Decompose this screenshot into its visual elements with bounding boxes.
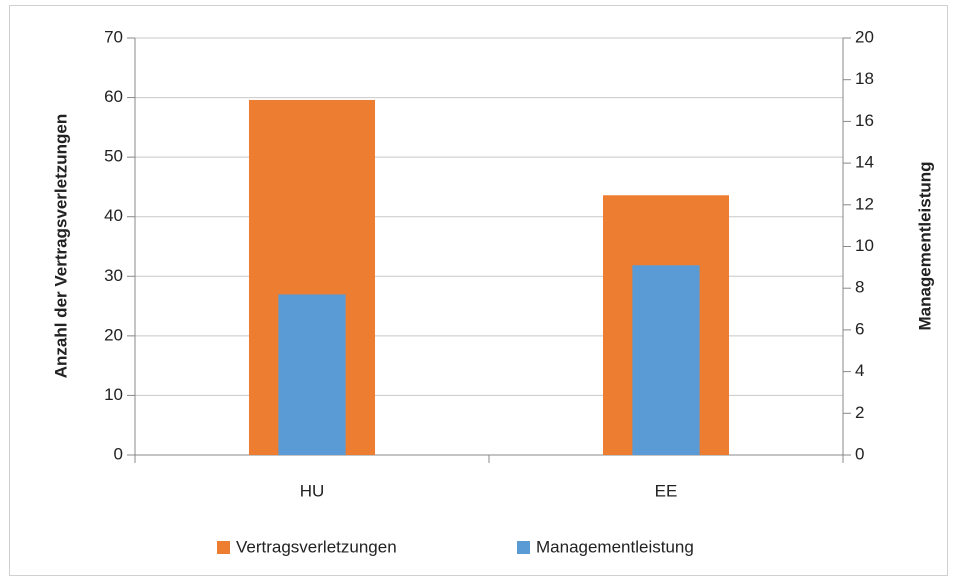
y-tick-label: 40	[104, 206, 123, 225]
bar	[632, 265, 700, 455]
y2-tick-label: 10	[855, 236, 874, 255]
legend-label: Vertragsverletzungen	[236, 537, 397, 556]
x-tick-label: EE	[655, 481, 678, 500]
x-tick-label: HU	[300, 481, 325, 500]
y2-tick-label: 8	[855, 278, 864, 297]
y2-tick-label: 0	[855, 444, 864, 463]
y-tick-label: 20	[104, 325, 123, 344]
y2-tick-label: 14	[855, 153, 874, 172]
legend-swatch	[217, 541, 230, 554]
chart-border	[9, 5, 948, 576]
y2-tick-label: 4	[855, 361, 864, 380]
y2-tick-label: 18	[855, 69, 874, 88]
legend-label: Managementleistung	[536, 537, 694, 556]
y-tick-label: 50	[104, 147, 123, 166]
y2-tick-label: 2	[855, 403, 864, 422]
y-tick-label: 60	[104, 87, 123, 106]
legend-swatch	[517, 541, 530, 554]
y2-tick-label: 16	[855, 111, 874, 130]
bar	[278, 294, 346, 455]
y2-tick-label: 20	[855, 27, 874, 46]
y2-tick-label: 6	[855, 319, 864, 338]
y-tick-label: 0	[114, 444, 123, 463]
y-tick-label: 10	[104, 385, 123, 404]
y-tick-label: 70	[104, 27, 123, 46]
y2-tick-label: 12	[855, 194, 874, 213]
y-tick-label: 30	[104, 266, 123, 285]
y2-axis-title: Managementleistung	[915, 161, 934, 330]
y-axis-title: Anzahl der Vertragsverletzungen	[51, 114, 70, 379]
